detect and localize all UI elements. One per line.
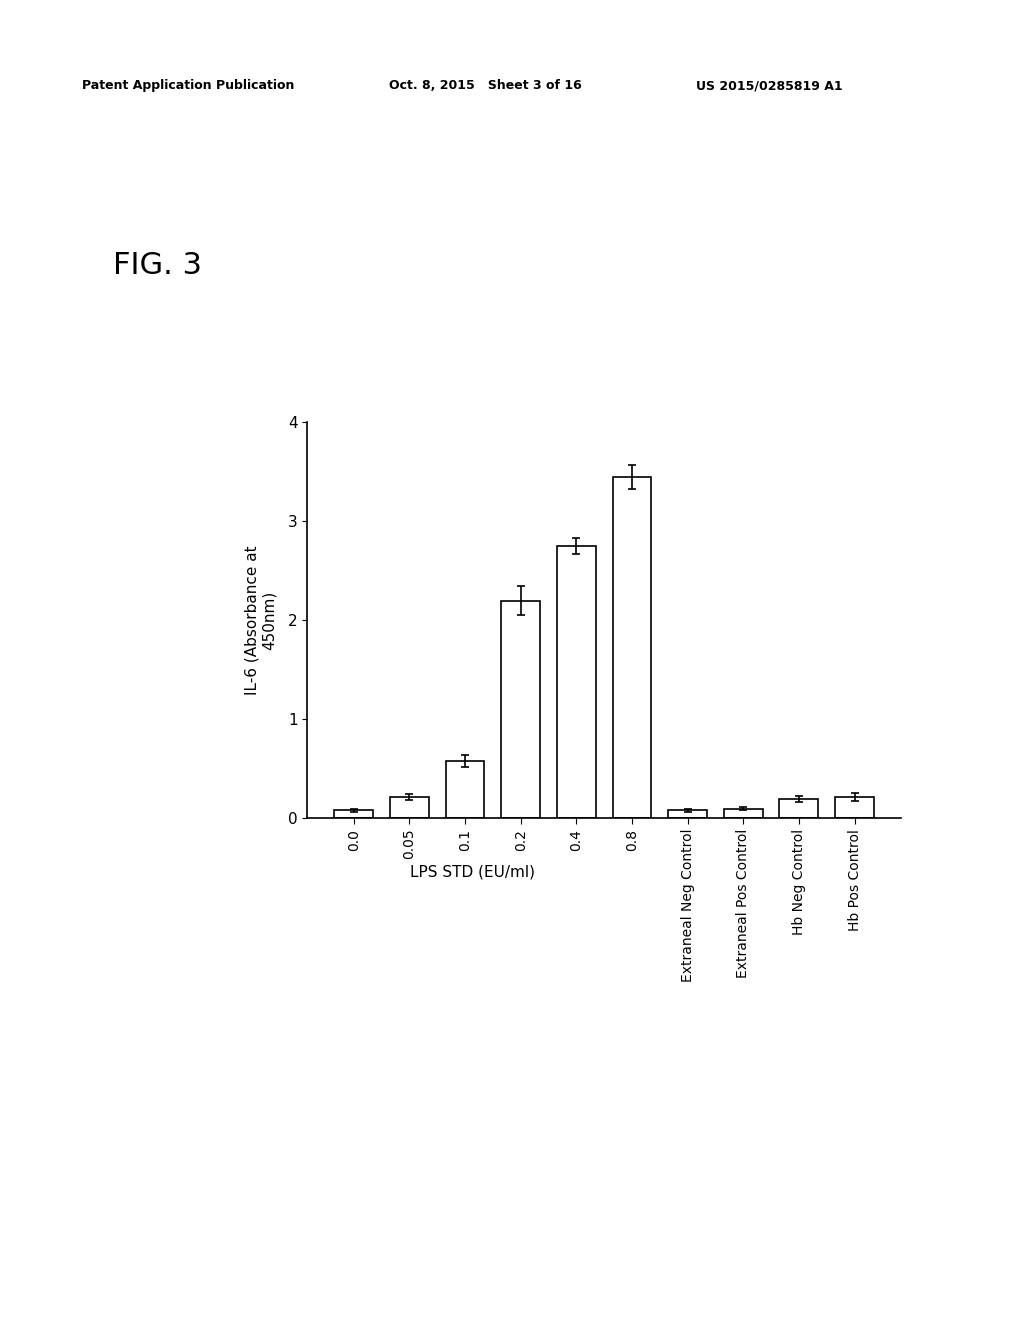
Text: US 2015/0285819 A1: US 2015/0285819 A1 xyxy=(696,79,843,92)
Bar xyxy=(334,810,373,818)
Text: Patent Application Publication: Patent Application Publication xyxy=(82,79,294,92)
Text: Oct. 8, 2015   Sheet 3 of 16: Oct. 8, 2015 Sheet 3 of 16 xyxy=(389,79,582,92)
Bar xyxy=(612,477,651,818)
Bar xyxy=(724,808,763,818)
Y-axis label: IL-6 (Absorbance at
450nm): IL-6 (Absorbance at 450nm) xyxy=(244,545,276,696)
Bar xyxy=(501,601,540,818)
Bar xyxy=(669,810,708,818)
Text: LPS STD (EU/ml): LPS STD (EU/ml) xyxy=(410,865,535,879)
Bar xyxy=(557,546,596,818)
Bar xyxy=(779,799,818,818)
Bar xyxy=(445,760,484,818)
Bar xyxy=(836,796,874,818)
Bar xyxy=(390,796,429,818)
Text: FIG. 3: FIG. 3 xyxy=(113,251,202,280)
